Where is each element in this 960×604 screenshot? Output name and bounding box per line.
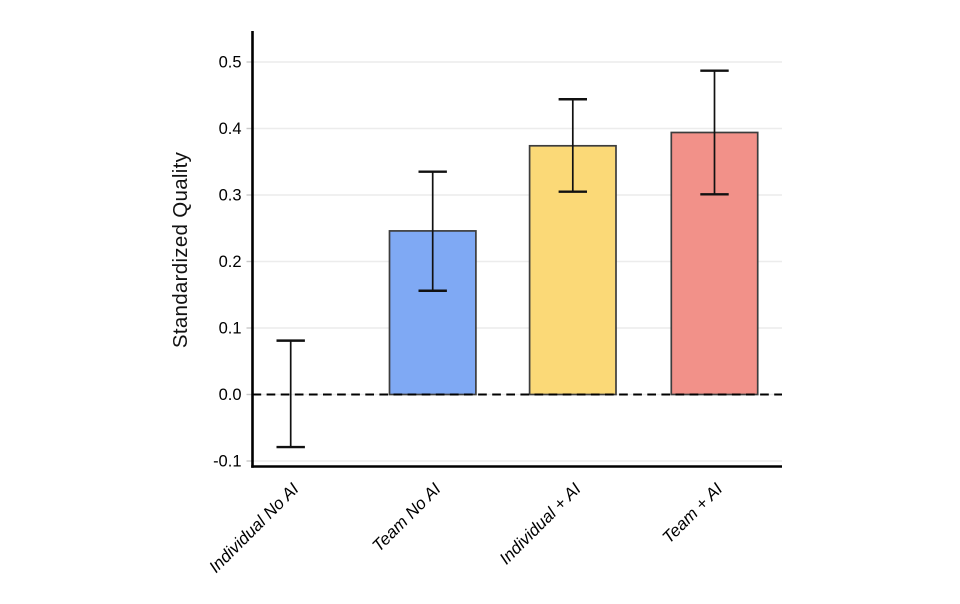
y-tick-label: 0.4	[219, 120, 242, 138]
y-tick-label: 0.0	[219, 386, 242, 404]
x-category-label-team-ai: Team + AI	[659, 479, 727, 547]
y-tick-label: 0.5	[219, 54, 242, 72]
y-tick-label: 0.2	[219, 253, 242, 271]
x-category-label-individual-no-ai: Individual No AI	[205, 479, 302, 576]
x-category-label-team-no-ai: Team No AI	[369, 479, 445, 555]
y-tick-label: 0.1	[219, 320, 242, 338]
x-category-label-individual-ai: Individual + AI	[496, 479, 585, 568]
y-tick-label: -0.1	[213, 453, 241, 471]
y-tick-label: 0.3	[219, 187, 242, 205]
